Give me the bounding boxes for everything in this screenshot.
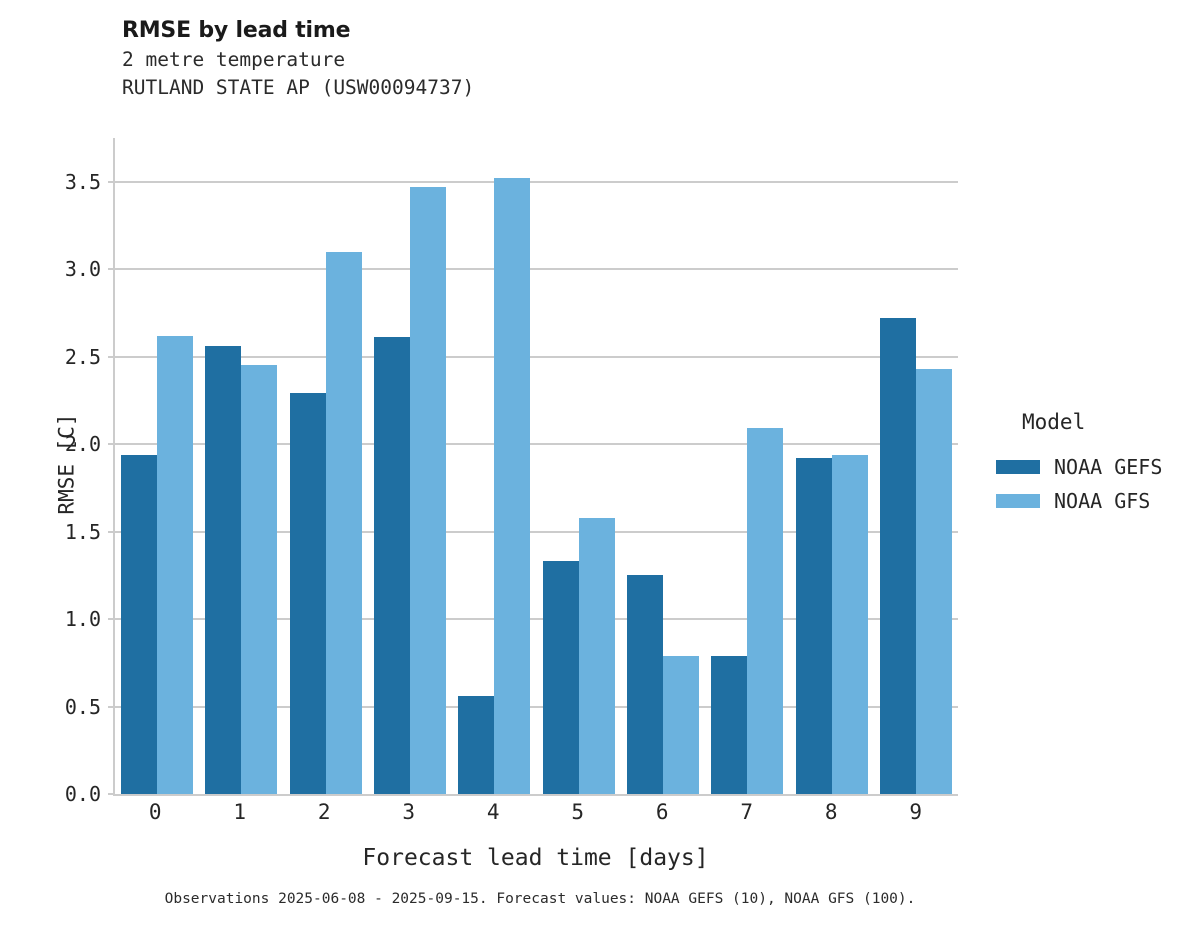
chart-title: RMSE by lead time (122, 18, 351, 43)
bar-gefs-lead-5[interactable] (542, 561, 579, 794)
x-tick-label: 7 (740, 800, 754, 824)
bar-group (452, 138, 536, 794)
x-tick-label: 9 (909, 800, 923, 824)
bar-group (368, 138, 452, 794)
y-tick-label: 3.5 (64, 169, 101, 194)
x-tick-label: 2 (317, 800, 331, 824)
y-tick-label: 1.5 (64, 519, 101, 544)
y-tick-label: 1.0 (64, 607, 101, 632)
chart-subtitle: 2 metre temperature (122, 48, 346, 71)
bar-gefs-lead-3[interactable] (374, 337, 411, 794)
legend-swatch-icon (996, 494, 1040, 508)
bar-gfs-lead-1[interactable] (241, 365, 278, 794)
bar-gefs-lead-6[interactable] (626, 575, 663, 794)
y-tick-label: 2.5 (64, 344, 101, 369)
legend-items: NOAA GEFS NOAA GFS (996, 450, 1186, 518)
x-tick-label: 8 (824, 800, 838, 824)
x-tick-label: 0 (148, 800, 162, 824)
legend-item-label: NOAA GEFS (1054, 455, 1163, 479)
y-tick-mark (108, 180, 115, 183)
bar-gfs-lead-2[interactable] (325, 251, 362, 794)
legend-title: Model (1022, 410, 1086, 434)
y-axis-ticks: 0.0 0.5 1.0 1.5 2.0 2.5 3.0 3.5 (65, 138, 958, 804)
legend-swatch-icon (996, 460, 1040, 474)
y-tick-mark (108, 355, 115, 358)
bar-series-container (115, 138, 958, 794)
bar-gefs-lead-0[interactable] (121, 454, 158, 794)
bar-gfs-lead-0[interactable] (157, 335, 194, 794)
x-tick-label: 4 (486, 800, 500, 824)
bar-group (874, 138, 958, 794)
legend-item-gefs[interactable]: NOAA GEFS (996, 450, 1186, 484)
bar-group (705, 138, 789, 794)
x-axis-label: Forecast lead time [days] (362, 845, 709, 871)
y-tick-label: 3.0 (64, 257, 101, 282)
bar-gfs-lead-3[interactable] (410, 186, 447, 794)
y-tick-label: 0.0 (64, 782, 101, 806)
y-tick-mark (108, 705, 115, 708)
bar-gefs-lead-2[interactable] (289, 393, 326, 794)
legend: Model NOAA GEFS NOAA GFS (996, 410, 1186, 518)
y-tick-mark (108, 443, 115, 446)
bar-group (621, 138, 705, 794)
bar-gefs-lead-7[interactable] (711, 655, 748, 794)
bar-group (199, 138, 283, 794)
y-tick-label: 2.0 (64, 432, 101, 457)
bar-gfs-lead-5[interactable] (578, 517, 615, 794)
bar-gefs-lead-9[interactable] (879, 318, 916, 794)
x-tick-label: 5 (571, 800, 585, 824)
y-tick-label: 0.5 (64, 694, 101, 719)
bar-gfs-lead-7[interactable] (747, 428, 784, 794)
bar-gfs-lead-6[interactable] (662, 655, 699, 794)
title-block: RMSE by lead time 2 metre temperature RU… (122, 16, 882, 102)
x-tick-label: 6 (655, 800, 669, 824)
y-tick-mark (108, 530, 115, 533)
bar-gefs-lead-4[interactable] (458, 696, 495, 794)
bar-group (789, 138, 873, 794)
y-tick-mark (108, 618, 115, 621)
x-tick-label: 1 (233, 800, 247, 824)
bar-gefs-lead-8[interactable] (795, 458, 832, 794)
y-tick-mark (108, 268, 115, 271)
figure-caption: Observations 2025-06-08 - 2025-09-15. Fo… (164, 891, 916, 907)
bar-group (284, 138, 368, 794)
bar-gefs-lead-1[interactable] (205, 346, 242, 794)
y-tick-mark (108, 793, 115, 795)
bar-gfs-lead-9[interactable] (915, 368, 952, 794)
x-tick-label: 3 (402, 800, 416, 824)
bar-group (115, 138, 199, 794)
y-axis-label: RMSE [C] (54, 413, 79, 515)
bar-gfs-lead-8[interactable] (831, 454, 868, 794)
bar-group (536, 138, 620, 794)
bar-gfs-lead-4[interactable] (494, 178, 531, 794)
chart-station-label: RUTLAND STATE AP (USW00094737) (122, 76, 475, 99)
plot-area: 0.0 0.5 1.0 1.5 2.0 2.5 3.0 3.5 (65, 138, 958, 804)
legend-item-label: NOAA GFS (1054, 489, 1151, 513)
legend-item-gfs[interactable]: NOAA GFS (996, 484, 1186, 518)
x-axis-ticks: 0 1 2 3 4 5 6 7 8 9 (113, 800, 958, 824)
